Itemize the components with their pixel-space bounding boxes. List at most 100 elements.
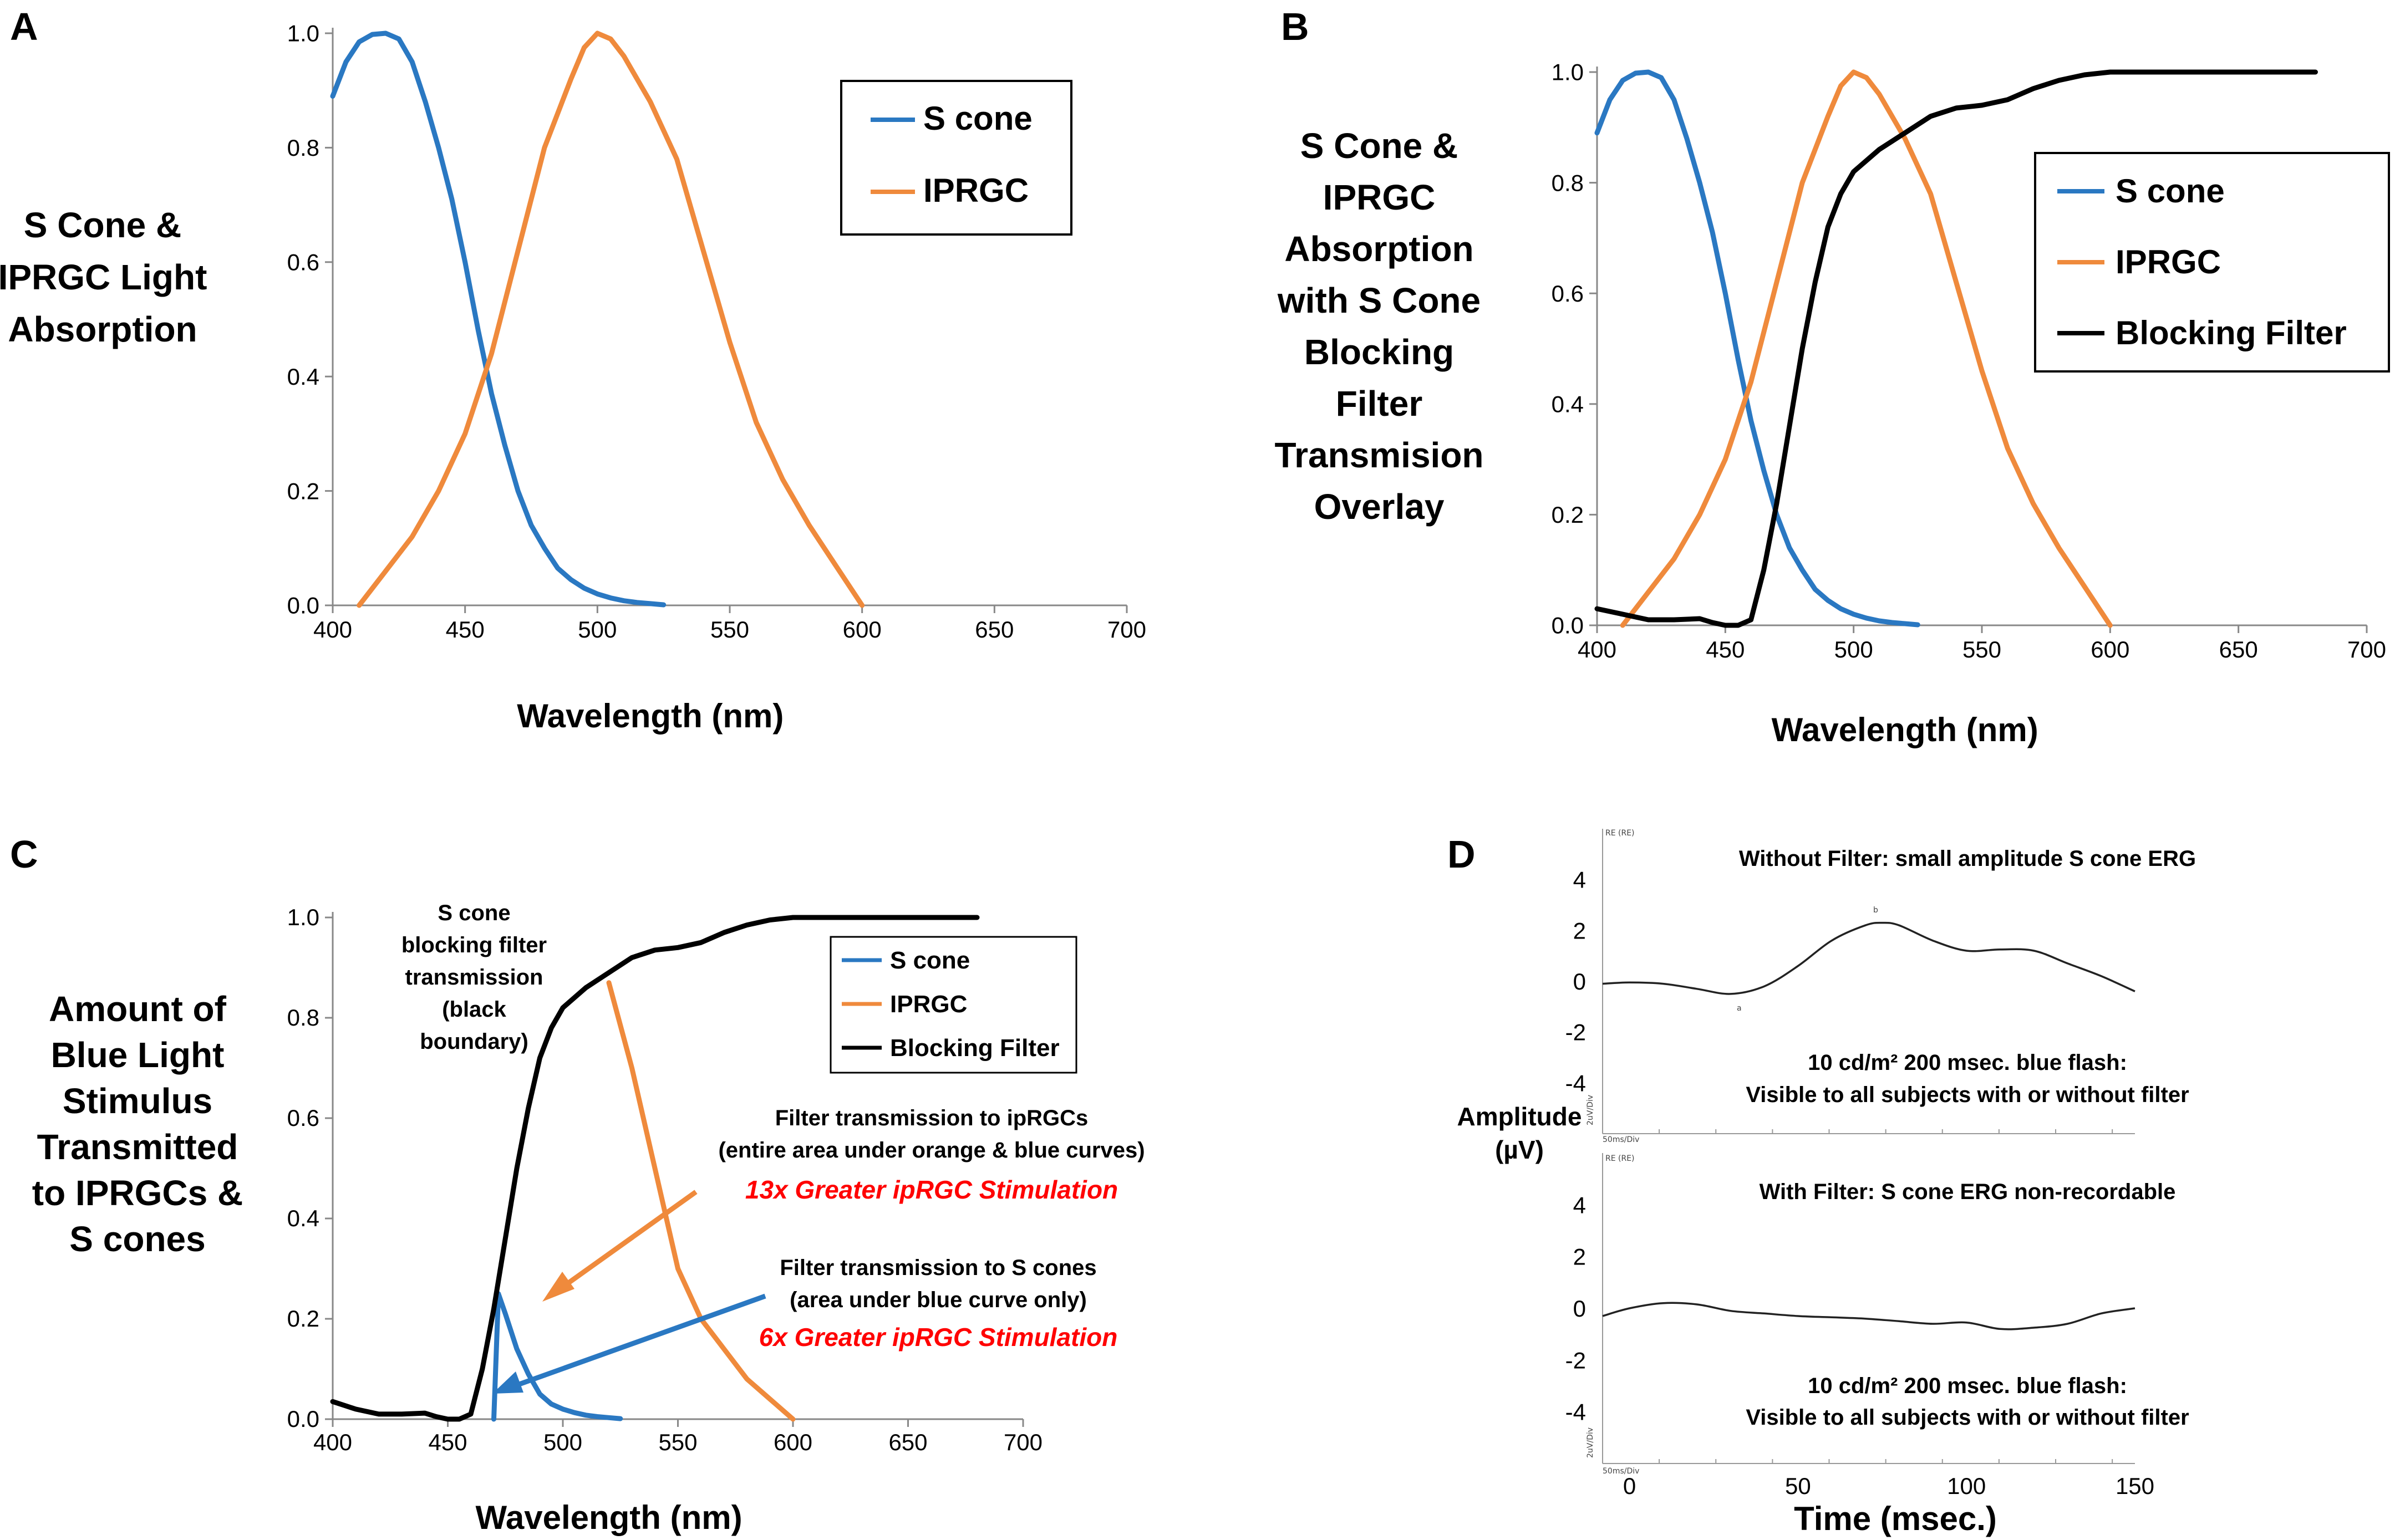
x-tick-label: 700 (1004, 1429, 1043, 1455)
legend-b-label-blocking: Blocking Filter (2116, 314, 2347, 351)
x-tick-label: 450 (1706, 636, 1745, 662)
panel-letter-d: D (1447, 833, 1476, 876)
series-line-iprgc (357, 30, 865, 608)
erg-x-tick-label: 50 (1785, 1473, 1811, 1499)
y-tick-label: 0.0 (287, 593, 319, 619)
scone-gain-text: 6x Greater ipRGC Stimulation (759, 1323, 1118, 1352)
x-tick-label: 650 (888, 1429, 927, 1455)
x-tick-label: 650 (2219, 636, 2258, 662)
legend-b-label-s-cone: S cone (2116, 172, 2225, 210)
erg-y-tick-label: -4 (1565, 1399, 1586, 1425)
side-label-a-line: S Cone & (24, 205, 181, 245)
side-label-c-line: Amount of (49, 989, 227, 1029)
erg-peak-a-label: a (1737, 1004, 1742, 1013)
erg-top-channel-label: RE (RE) (1605, 829, 1635, 838)
filter-boundary-line: S cone (438, 901, 510, 925)
side-label-c-line: to IPRGCs & (32, 1173, 243, 1213)
series-line-blocking-filter (330, 915, 980, 1422)
side-label-b-line: Filter (1336, 384, 1422, 424)
y-tick-label: 1.0 (287, 21, 319, 47)
side-label-b: S Cone & IPRGC Absorption with S Cone Bl… (1275, 126, 1484, 527)
side-label-a: S Cone & IPRGC Light Absorption (0, 205, 207, 349)
x-tick-label: 400 (1578, 636, 1616, 662)
erg-peak-b-label: b (1873, 906, 1878, 915)
legend-b-label-iprgc: IPRGC (2116, 243, 2221, 281)
erg-y-tick-label: 2 (1573, 917, 1586, 944)
erg-y-tick-label: -4 (1565, 1070, 1586, 1096)
series-line-s-cone (330, 30, 667, 608)
series-line-iprgc (1620, 69, 2113, 628)
y-tick-label: 0.2 (1552, 502, 1584, 528)
erg-top-flash-line2: Visible to all subjects with or without … (1746, 1083, 2189, 1107)
x-tick-label: 550 (658, 1429, 697, 1455)
erg-top-title: Without Filter: small amplitude S cone E… (1739, 847, 2196, 871)
side-label-b-line: Absorption (1284, 229, 1473, 269)
x-axis-title: Wavelength (nm) (1772, 711, 2038, 748)
y-tick-label: 1.0 (1552, 59, 1584, 85)
erg-y-tick-label: 0 (1573, 1296, 1586, 1322)
legend-b: S cone IPRGC Blocking Filter (2034, 152, 2390, 373)
side-label-a-line: Absorption (8, 309, 197, 349)
chart-d-top: -4 -2 0 2 4 (1565, 829, 2135, 1134)
x-tick-label: 450 (428, 1429, 467, 1455)
x-tick-label: 600 (774, 1429, 812, 1455)
y-tick-label: 0.8 (287, 135, 319, 161)
iprgc-arrow-shaft (558, 1190, 698, 1291)
erg-bottom-flash-line2: Visible to all subjects with or without … (1746, 1405, 2189, 1430)
legend-a-label-s-cone: S cone (923, 100, 1033, 137)
chart-b: 0.0 0.2 0.4 0.6 0.8 1.0 400 450 500 550 600 650 700 W… (1552, 59, 2386, 748)
side-label-c-line: Transmitted (37, 1127, 238, 1167)
annotation-arrows (492, 1190, 766, 1394)
side-label-b-line: Blocking (1304, 332, 1454, 372)
x-tick-label: 550 (1962, 636, 2001, 662)
x-tick-label: 500 (578, 616, 617, 642)
side-label-b-line: with S Cone (1277, 281, 1481, 320)
y-tick-label: 0.8 (287, 1004, 319, 1031)
series-line-s-cone (491, 1291, 623, 1422)
legend-a: S cone IPRGC (840, 80, 1072, 236)
scone-transmission-annotation: Filter transmission to S cones (area und… (759, 1256, 1118, 1352)
erg-trace (1602, 921, 2135, 995)
panel-d-labels: Amplitude (µV) Without Filter: small amp… (1457, 829, 2196, 1476)
y-tick-label: 0.6 (287, 249, 319, 276)
legend-c-label-s-cone: S cone (890, 947, 970, 974)
chart-a: 0.0 0.2 0.4 0.6 0.8 1.0 400 450 500 550 600 650 700 W… (287, 21, 1146, 735)
erg-bottom-scale-label: 50ms/Div (1603, 1467, 1639, 1476)
erg-x-axis-title: Time (msec.) (1794, 1500, 1997, 1537)
filter-boundary-annotation: S cone blocking filter transmission (bla… (401, 901, 547, 1054)
y-tick-label: 0.2 (287, 478, 319, 504)
erg-y-tick-label: 4 (1573, 1192, 1586, 1218)
iprgc-transmission-annotation: Filter transmission to ipRGCs (entire ar… (718, 1106, 1145, 1204)
y-tick-label: 0.6 (1552, 281, 1584, 307)
x-tick-label: 550 (710, 616, 749, 642)
legend-a-label-iprgc: IPRGC (923, 172, 1029, 209)
erg-x-tick-label: 0 (1623, 1473, 1636, 1499)
filter-boundary-line: transmission (405, 965, 543, 990)
x-axis-title: Wavelength (nm) (517, 697, 784, 735)
scone-arrow-shaft (513, 1293, 766, 1389)
y-tick-label: 0.4 (287, 1205, 319, 1231)
y-tick-label: 0.4 (1552, 391, 1584, 417)
legend-a-box (840, 80, 1072, 236)
erg-x-tick-label: 100 (1947, 1473, 1986, 1499)
panel-letter-a: A (10, 5, 38, 48)
filter-boundary-line: (black (442, 997, 506, 1022)
legend-c-label-iprgc: IPRGC (890, 991, 967, 1018)
y-tick-label: 0.8 (1552, 170, 1584, 196)
erg-top-scale-label: 50ms/Div (1603, 1135, 1639, 1144)
scone-transmission-line: (area under blue curve only) (790, 1288, 1087, 1312)
iprgc-arrow-head (542, 1272, 574, 1302)
iprgc-gain-text: 13x Greater ipRGC Stimulation (745, 1175, 1118, 1204)
series-line-blocking-filter (1594, 69, 2318, 628)
y-tick-label: 0.2 (287, 1306, 319, 1332)
filter-boundary-line: blocking filter (401, 933, 547, 957)
erg-bottom-unit-label: 2uV/Div (1586, 1427, 1595, 1458)
erg-x-tick-label: 150 (2116, 1473, 2154, 1499)
y-tick-label: 0.4 (287, 364, 319, 390)
y-tick-label: 0.0 (1552, 613, 1584, 639)
side-label-b-line: Transmision (1275, 435, 1484, 475)
x-tick-label: 400 (313, 1429, 352, 1455)
erg-y-tick-label: 0 (1573, 968, 1586, 995)
x-tick-label: 500 (543, 1429, 582, 1455)
x-axis-title: Wavelength (nm) (475, 1499, 742, 1536)
